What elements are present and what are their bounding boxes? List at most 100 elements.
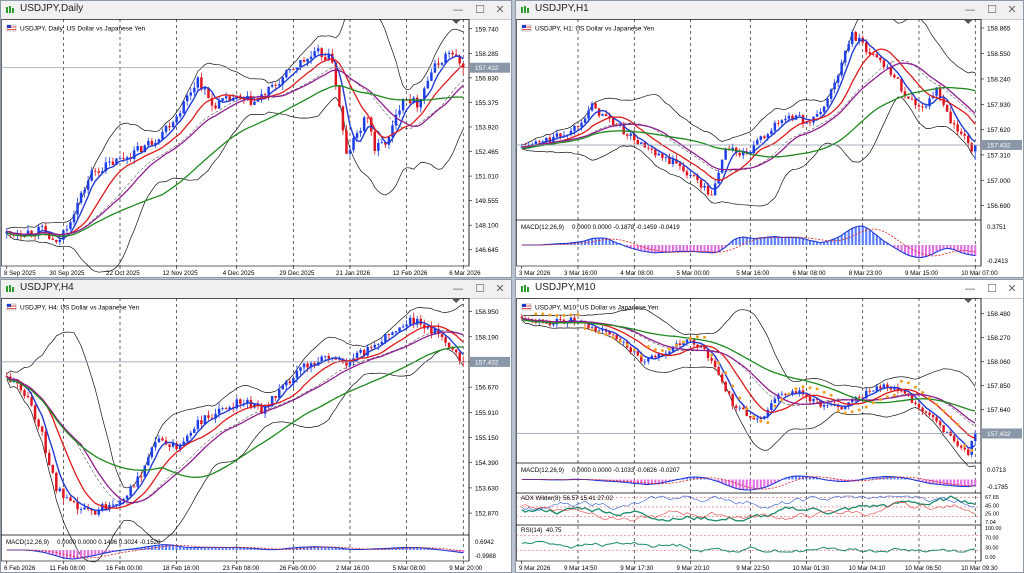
candle-body <box>239 399 242 404</box>
window-titlebar[interactable]: USDJPY,Daily — ☐ ✕ <box>1 1 511 20</box>
candle-body <box>780 120 784 124</box>
candle-body <box>822 106 826 112</box>
candle-body <box>249 399 253 408</box>
shift-marker-icon[interactable] <box>452 299 461 303</box>
candle-body <box>657 153 661 156</box>
candle-body <box>405 324 408 327</box>
time-label: 6 Mar 08:00 <box>793 270 827 277</box>
maximize-icon[interactable]: ☐ <box>987 282 997 295</box>
psar-dot <box>534 312 538 316</box>
minimize-icon[interactable]: — <box>452 282 464 295</box>
candle-body <box>313 51 316 57</box>
chart-window-daily[interactable]: USDJPY,Daily — ☐ ✕ 159.740 158.285 156.830… <box>0 0 512 278</box>
candle-body <box>437 63 440 65</box>
window-titlebar[interactable]: USDJPY,M10 — ☐ ✕ <box>516 280 1023 299</box>
candle-body <box>907 393 910 395</box>
psar-dot <box>822 390 826 394</box>
minimize-icon[interactable]: — <box>964 3 976 16</box>
psar-dot <box>590 328 594 332</box>
candle-body <box>959 445 963 448</box>
ma-purple <box>521 317 976 424</box>
candle-body <box>910 394 914 403</box>
close-icon[interactable]: ✕ <box>1007 3 1017 16</box>
candle-body <box>154 442 157 448</box>
minimize-icon[interactable]: — <box>964 282 976 295</box>
ma-red <box>521 48 976 181</box>
candle-body <box>952 123 956 125</box>
candle-body <box>210 417 214 419</box>
candle-body <box>224 96 228 99</box>
macd-scale-label: -0.1785 <box>987 484 1009 491</box>
candle-body <box>942 98 945 105</box>
candle-body <box>182 441 185 445</box>
chart-window-m10[interactable]: USDJPY,M10 — ☐ ✕ 158.480 158.270 158.060 15… <box>515 279 1024 573</box>
close-icon[interactable]: ✕ <box>495 282 505 295</box>
chart-window-h1[interactable]: USDJPY,H1 — ☐ ✕ 158.865 158.550 158.240 157… <box>515 0 1024 278</box>
candle-body <box>956 441 959 446</box>
candle-body <box>847 44 850 51</box>
maximize-icon[interactable]: ☐ <box>987 3 997 16</box>
candle-body <box>650 148 654 150</box>
chart-window-h4[interactable]: USDJPY,H4 — ☐ ✕ 158.950158.190157.430156… <box>0 279 512 573</box>
symbol-label: USDJPY, Daily: US Dollar vs Japanese Yen <box>20 26 146 33</box>
price-chart[interactable]: 158.865 158.550 158.240 157.930 157.620 157.3… <box>516 19 1023 277</box>
candle-body <box>426 326 430 329</box>
psar-dot <box>801 385 805 389</box>
price-chart[interactable]: 158.950158.190157.430156.670155.910155.1… <box>1 298 511 572</box>
candle-body <box>178 444 182 450</box>
candle-body <box>37 419 40 427</box>
candle-body <box>86 507 90 510</box>
candle-body <box>331 53 334 63</box>
candle-body <box>83 507 86 510</box>
time-label: 10 Mar 06:50 <box>905 565 942 572</box>
ma-purple <box>6 69 464 236</box>
candle-body <box>791 391 794 395</box>
close-icon[interactable]: ✕ <box>495 3 505 16</box>
candle-body <box>207 88 210 99</box>
macd-label: MACD(12,26,9) <box>521 467 564 474</box>
ma-fast <box>6 53 464 240</box>
psar-dot <box>843 411 847 415</box>
candle-body <box>373 344 377 348</box>
shift-marker-icon[interactable] <box>964 299 973 303</box>
psar-dot <box>885 395 889 399</box>
maximize-icon[interactable]: ☐ <box>475 282 485 295</box>
candle-body <box>640 142 643 145</box>
candle-body <box>636 139 639 145</box>
candle-body <box>380 341 384 345</box>
price-scale-label: 159.740 <box>475 26 499 33</box>
candle-body <box>302 363 306 368</box>
candle-body <box>447 342 451 348</box>
candle-body <box>759 136 763 140</box>
candle-body <box>327 53 331 61</box>
shift-marker-icon[interactable] <box>452 20 461 24</box>
candle-body <box>734 405 738 408</box>
psar-dot <box>625 343 629 347</box>
candle-body <box>829 89 833 99</box>
bollinger-upper <box>6 19 464 230</box>
window-titlebar[interactable]: USDJPY,H1 — ☐ ✕ <box>516 1 1023 20</box>
price-chart[interactable]: 158.480 158.270 158.060 157.850 157.640 157.4… <box>516 298 1023 572</box>
candle-body <box>200 420 203 424</box>
candle-body <box>157 438 161 443</box>
psar-dot <box>913 385 917 389</box>
price-scale-label: 158.950 <box>475 309 499 316</box>
time-label: 10 Mar 04:10 <box>849 565 886 572</box>
bollinger-lower <box>6 348 464 563</box>
candle-body <box>780 393 784 395</box>
shift-marker-icon[interactable] <box>964 20 973 24</box>
candle-body <box>355 352 359 359</box>
minimize-icon[interactable]: — <box>452 3 464 16</box>
window-titlebar[interactable]: USDJPY,H4 — ☐ ✕ <box>1 280 511 299</box>
macd-line <box>6 544 464 560</box>
candle-body <box>352 137 355 151</box>
close-icon[interactable]: ✕ <box>1007 282 1017 295</box>
maximize-icon[interactable]: ☐ <box>475 3 485 16</box>
price-scale-label: 151.010 <box>475 174 499 181</box>
price-chart[interactable]: 159.740 158.285 156.830 155.375 153.920 152.4… <box>1 19 511 277</box>
candle-body <box>583 118 587 123</box>
candle-body <box>970 143 973 152</box>
macd-histogram <box>26 544 465 559</box>
macd-label: MACD(12,26,9) <box>521 224 564 231</box>
psar-dot <box>787 392 791 396</box>
